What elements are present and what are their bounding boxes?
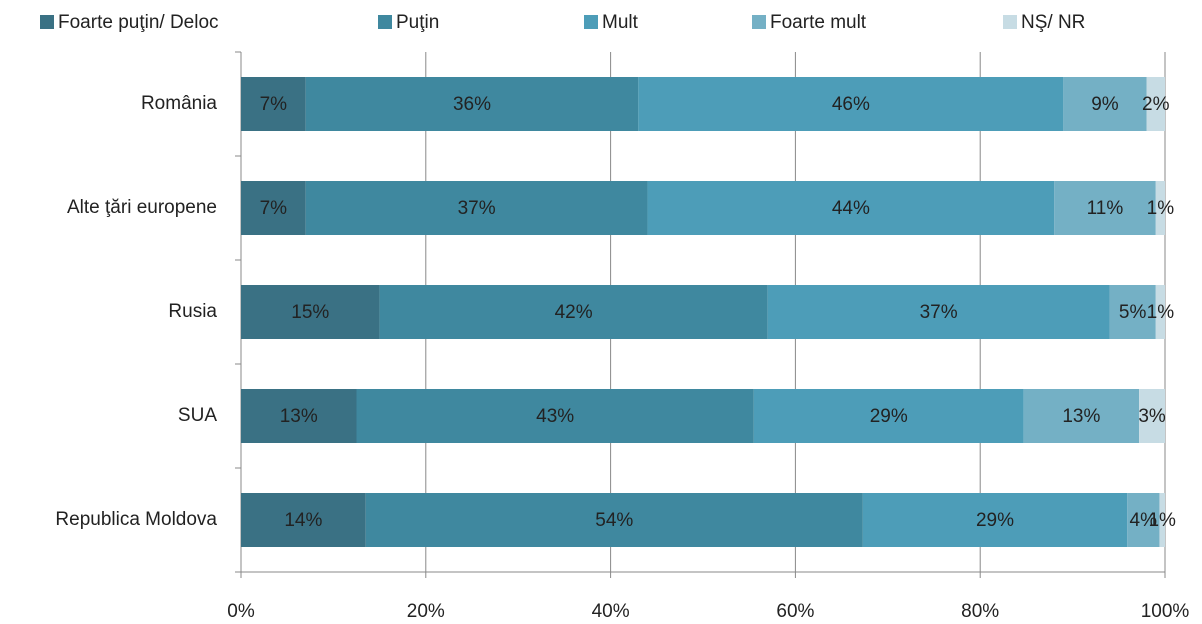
- bar-segment: [241, 181, 306, 235]
- bar-segment: [241, 493, 366, 547]
- bar-segment: [767, 285, 1110, 339]
- bar-segment: [1159, 493, 1165, 547]
- bar-segment: [753, 389, 1024, 443]
- bar-segment: [305, 181, 648, 235]
- bar-segment: [1054, 181, 1156, 235]
- bar-segment: [1063, 77, 1147, 131]
- x-tick-label: 0%: [227, 601, 255, 622]
- legend-label: NŞ/ NR: [1021, 12, 1085, 33]
- bar-segment: [862, 493, 1128, 547]
- data-label: 37%: [920, 302, 958, 323]
- data-label: 36%: [453, 94, 491, 115]
- y-tick-label: România: [141, 93, 217, 114]
- bar-segment: [241, 285, 380, 339]
- data-label: 46%: [832, 94, 870, 115]
- data-label: 14%: [284, 510, 322, 531]
- legend-label: Foarte puţin/ Deloc: [58, 12, 219, 33]
- y-tick-label: Alte ţări europene: [67, 197, 217, 218]
- data-label: 29%: [870, 406, 908, 427]
- data-label: 7%: [260, 198, 288, 219]
- data-label: 43%: [536, 406, 574, 427]
- bar-segment: [1146, 77, 1165, 131]
- bar-segment: [638, 77, 1064, 131]
- legend-swatch: [40, 15, 54, 29]
- x-tick-label: 80%: [961, 601, 999, 622]
- x-tick-label: 40%: [592, 601, 630, 622]
- legend-label: Puţin: [396, 12, 439, 33]
- bar-segment: [1127, 493, 1160, 547]
- bar-segment: [379, 285, 768, 339]
- y-tick-label: Republica Moldova: [55, 509, 217, 530]
- bar-segment: [647, 181, 1055, 235]
- data-label: 15%: [291, 302, 329, 323]
- data-label: 1%: [1147, 198, 1175, 219]
- legend-label: Mult: [602, 12, 639, 33]
- bar-segment: [365, 493, 863, 547]
- data-label: 29%: [976, 510, 1014, 531]
- data-label: 1%: [1147, 302, 1175, 323]
- data-label: 3%: [1138, 406, 1166, 427]
- data-label: 9%: [1091, 94, 1119, 115]
- x-tick-label: 20%: [407, 601, 445, 622]
- data-label: 37%: [458, 198, 496, 219]
- data-label: 42%: [555, 302, 593, 323]
- data-label: 11%: [1087, 198, 1124, 219]
- data-label: 54%: [595, 510, 633, 531]
- bar-segment: [1139, 389, 1165, 443]
- legend-swatch: [378, 15, 392, 29]
- legend-swatch: [752, 15, 766, 29]
- data-label: 4%: [1130, 510, 1158, 531]
- legend-swatch: [1003, 15, 1017, 29]
- bar-segment: [1109, 285, 1156, 339]
- data-label: 13%: [280, 406, 318, 427]
- bar-segment: [241, 77, 306, 131]
- bar-segment: [241, 389, 357, 443]
- bar-segment: [305, 77, 639, 131]
- legend-label: Foarte mult: [770, 12, 867, 33]
- data-label: 2%: [1142, 94, 1170, 115]
- bar-segment: [1155, 181, 1165, 235]
- bar-segment: [356, 389, 754, 443]
- data-label: 1%: [1148, 510, 1176, 531]
- data-label: 7%: [260, 94, 288, 115]
- data-label: 13%: [1062, 406, 1100, 427]
- y-tick-label: Rusia: [168, 301, 217, 322]
- x-tick-label: 100%: [1141, 601, 1190, 622]
- legend-swatch: [584, 15, 598, 29]
- data-label: 44%: [832, 198, 870, 219]
- bar-segment: [1155, 285, 1165, 339]
- data-label: 5%: [1119, 302, 1147, 323]
- x-tick-label: 60%: [776, 601, 814, 622]
- bar-segment: [1023, 389, 1140, 443]
- y-tick-label: SUA: [178, 405, 217, 426]
